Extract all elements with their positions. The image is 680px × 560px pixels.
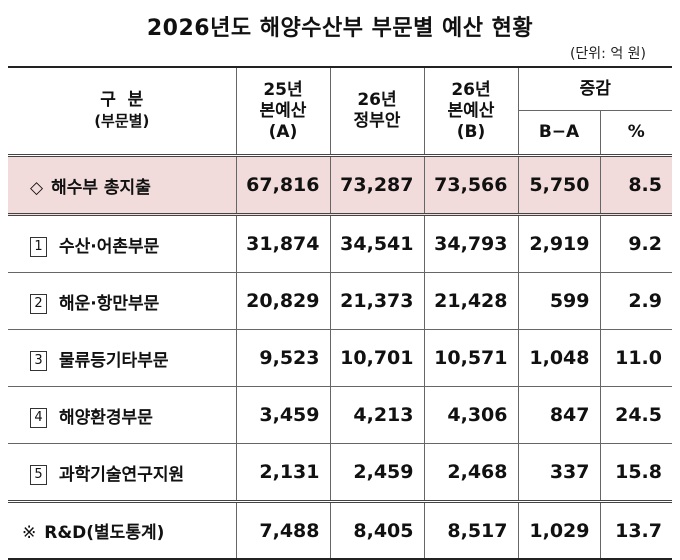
cell-b: 2,468 bbox=[423, 443, 518, 502]
row-name-cell: 4 해양환경부문 bbox=[8, 386, 236, 444]
header-category-label: 구 분 bbox=[100, 90, 144, 110]
cell-b: 4,306 bbox=[423, 386, 518, 444]
cell-diff: 1,029 bbox=[517, 500, 600, 559]
header-col1-line2: 본예산 bbox=[259, 100, 307, 121]
header-col3-line3: (B) bbox=[456, 121, 486, 142]
header-col1-line1: 25년 bbox=[263, 79, 303, 100]
cell-gov: 73,287 bbox=[329, 154, 424, 215]
cell-diff: 1,048 bbox=[517, 329, 600, 387]
header-col2-line1: 26년 bbox=[357, 90, 397, 110]
header-col2-line2: 정부안 bbox=[353, 111, 401, 131]
cell-diff: 2,919 bbox=[517, 213, 600, 273]
header-col-26-budget: 26년 본예산 (B) bbox=[423, 67, 518, 156]
cell-pct: 9.2 bbox=[599, 213, 672, 273]
header-col3-line1: 26년 bbox=[451, 79, 491, 100]
cell-a: 9,523 bbox=[235, 329, 330, 387]
budget-table: 구 분 (부문별) 25년 본예산 (A) 26년 정부안 26년 본예산 (B… bbox=[8, 66, 672, 560]
header-change: 증감 bbox=[517, 67, 672, 111]
row-name-cell: 1 수산·어촌부문 bbox=[8, 213, 236, 273]
cell-diff: 5,750 bbox=[517, 154, 600, 215]
header-category: 구 분 (부문별) bbox=[8, 67, 236, 156]
cell-b: 34,793 bbox=[423, 213, 518, 273]
diamond-icon: ◇ bbox=[30, 177, 44, 198]
cell-gov: 10,701 bbox=[329, 329, 424, 387]
row-name-cell: ※ R&D(별도통계) bbox=[8, 500, 236, 559]
cell-b: 8,517 bbox=[423, 500, 518, 559]
header-col1-line3: (A) bbox=[268, 121, 298, 142]
row-name-cell: 5 과학기술연구지원 bbox=[8, 443, 236, 502]
unit-label: (단위: 억 원) bbox=[569, 46, 646, 62]
cell-gov: 8,405 bbox=[329, 500, 424, 559]
header-category-sub: (부문별) bbox=[94, 112, 150, 130]
cell-pct: 24.5 bbox=[599, 386, 672, 444]
cell-pct: 2.9 bbox=[599, 272, 672, 330]
cell-pct: 8.5 bbox=[599, 154, 672, 215]
table-row: ※ R&D(별도통계) 7,488 8,405 8,517 1,029 13.7 bbox=[8, 500, 672, 559]
header-col3-line2: 본예산 bbox=[447, 100, 495, 121]
cell-diff: 599 bbox=[517, 272, 600, 330]
row-name: 물류등기타부문 bbox=[59, 350, 169, 371]
header-col-25-budget: 25년 본예산 (A) bbox=[235, 67, 330, 156]
header-change-diff: B−A bbox=[517, 110, 600, 156]
table-row: 2 해운·항만부문 20,829 21,373 21,428 599 2.9 bbox=[8, 272, 672, 330]
cell-b: 21,428 bbox=[423, 272, 518, 330]
boxed-number-icon: 3 bbox=[30, 350, 47, 371]
cell-a: 31,874 bbox=[235, 213, 330, 273]
row-name: R&D(별도통계) bbox=[44, 523, 165, 543]
row-name-cell: 3 물류등기타부문 bbox=[8, 329, 236, 387]
cell-a: 3,459 bbox=[235, 386, 330, 444]
boxed-number-icon: 5 bbox=[30, 464, 47, 485]
row-name: 해수부 총지출 bbox=[51, 177, 151, 198]
row-name: 과학기술연구지원 bbox=[59, 464, 185, 485]
cell-a: 2,131 bbox=[235, 443, 330, 502]
cell-gov: 2,459 bbox=[329, 443, 424, 502]
table-row: 3 물류등기타부문 9,523 10,701 10,571 1,048 11.0 bbox=[8, 329, 672, 387]
cell-gov: 21,373 bbox=[329, 272, 424, 330]
row-name-cell: ◇ 해수부 총지출 bbox=[8, 154, 236, 215]
reference-mark-icon: ※ bbox=[22, 523, 37, 543]
table-row: 5 과학기술연구지원 2,131 2,459 2,468 337 15.8 bbox=[8, 443, 672, 502]
cell-diff: 847 bbox=[517, 386, 600, 444]
cell-diff: 337 bbox=[517, 443, 600, 502]
cell-gov: 4,213 bbox=[329, 386, 424, 444]
cell-pct: 13.7 bbox=[599, 500, 672, 559]
row-name: 해양환경부문 bbox=[59, 407, 153, 428]
boxed-number-icon: 4 bbox=[30, 407, 47, 428]
cell-b: 73,566 bbox=[423, 154, 518, 215]
page-title: 2026년도 해양수산부 부문별 예산 현황 bbox=[146, 16, 534, 41]
cell-b: 10,571 bbox=[423, 329, 518, 387]
cell-pct: 15.8 bbox=[599, 443, 672, 502]
cell-gov: 34,541 bbox=[329, 213, 424, 273]
row-name: 수산·어촌부문 bbox=[59, 236, 160, 257]
table-row: 4 해양환경부문 3,459 4,213 4,306 847 24.5 bbox=[8, 386, 672, 444]
cell-a: 67,816 bbox=[235, 154, 330, 215]
cell-a: 7,488 bbox=[235, 500, 330, 559]
cell-a: 20,829 bbox=[235, 272, 330, 330]
table-row: 1 수산·어촌부문 31,874 34,541 34,793 2,919 9.2 bbox=[8, 213, 672, 273]
boxed-number-icon: 2 bbox=[30, 293, 47, 314]
row-name: 해운·항만부문 bbox=[59, 293, 160, 314]
table-row: ◇ 해수부 총지출 67,816 73,287 73,566 5,750 8.5 bbox=[8, 154, 672, 215]
header-change-pct: % bbox=[599, 110, 672, 156]
header-col-26-gov: 26년 정부안 bbox=[329, 67, 424, 156]
cell-pct: 11.0 bbox=[599, 329, 672, 387]
boxed-number-icon: 1 bbox=[30, 236, 47, 257]
row-name-cell: 2 해운·항만부문 bbox=[8, 272, 236, 330]
